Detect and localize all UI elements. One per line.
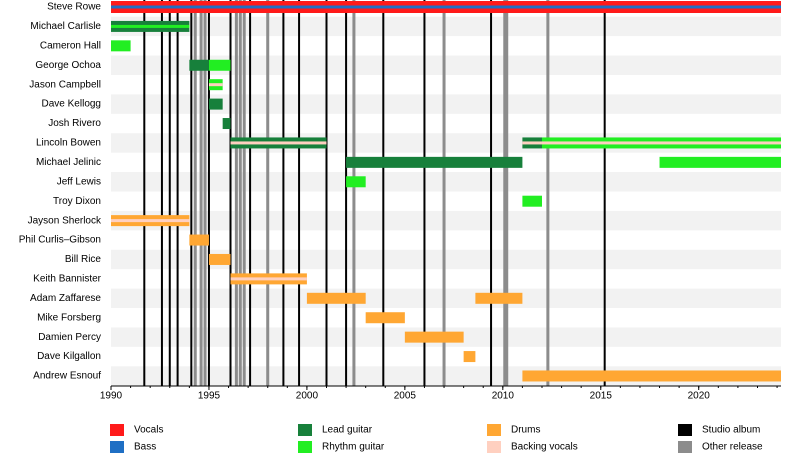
- x-tick-label: 1990: [100, 391, 123, 402]
- row-band: [111, 16, 781, 37]
- member-span: [522, 195, 542, 207]
- x-tick-label: 2015: [590, 391, 613, 402]
- member-label: Michael Jelinic: [36, 157, 101, 168]
- member-label: Jason Campbell: [29, 79, 101, 90]
- legend-swatch: [487, 424, 501, 436]
- member-label: Jayson Sherlock: [28, 215, 102, 226]
- legend-swatch: [298, 424, 312, 436]
- legend-label: Bass: [134, 442, 156, 453]
- legend-swatch: [298, 441, 312, 453]
- member-span: [222, 118, 231, 130]
- legend-label: Studio album: [702, 425, 760, 436]
- member-label: Steve Rowe: [47, 2, 101, 13]
- x-tick-label: 2020: [688, 391, 711, 402]
- member-label: Michael Carlisle: [30, 21, 101, 32]
- legend-label: Rhythm guitar: [322, 442, 385, 453]
- x-tick-label: 2010: [492, 391, 515, 402]
- row-band: [111, 55, 781, 75]
- span-stripe: [111, 24, 190, 28]
- member-span: [189, 234, 209, 246]
- row-band: [111, 172, 781, 192]
- member-label: Dave Kilgallon: [37, 351, 101, 362]
- member-span: [522, 370, 781, 382]
- legend-label: Backing vocals: [511, 442, 578, 453]
- span-stripe: [111, 5, 781, 9]
- x-tick-label: 1995: [198, 391, 221, 402]
- legend-swatch: [678, 441, 692, 453]
- row-band: [111, 288, 781, 309]
- span-stripe: [208, 83, 223, 87]
- member-span: [306, 292, 366, 304]
- row-band: [111, 249, 781, 270]
- member-label: George Ochoa: [35, 60, 101, 71]
- member-label: Dave Kellogg: [42, 99, 101, 110]
- member-label: Jeff Lewis: [57, 176, 101, 187]
- span-stripe: [522, 141, 542, 145]
- row-band: [111, 210, 781, 231]
- member-label: Adam Zaffarese: [30, 293, 101, 304]
- row-band: [111, 94, 781, 114]
- member-span: [346, 176, 366, 188]
- legend-label: Drums: [511, 425, 540, 436]
- span-stripe: [230, 277, 307, 281]
- member-label: Keith Bannister: [33, 274, 101, 285]
- member-label: Troy Dixon: [53, 196, 101, 207]
- span-stripe: [230, 141, 327, 145]
- legend-label: Vocals: [134, 425, 163, 436]
- span-stripe: [111, 219, 190, 223]
- member-span: [475, 292, 523, 304]
- member-label: Andrew Esnouf: [33, 371, 101, 382]
- legend-swatch: [678, 424, 692, 436]
- member-label: Damien Percy: [38, 332, 101, 343]
- member-label: Mike Forsberg: [37, 312, 101, 323]
- member-span: [659, 156, 781, 168]
- legend-swatch: [110, 441, 124, 453]
- legend-swatch: [487, 441, 501, 453]
- member-span: [365, 312, 405, 324]
- member-label: Bill Rice: [65, 254, 102, 265]
- legend-label: Lead guitar: [322, 425, 373, 436]
- legend-swatch: [110, 424, 124, 436]
- member-span: [208, 253, 231, 265]
- member-label: Phil Curlis–Gibson: [19, 235, 101, 246]
- member-span: [463, 351, 476, 363]
- span-stripe: [541, 141, 781, 145]
- member-span: [111, 40, 131, 52]
- member-label: Lincoln Bowen: [36, 138, 101, 149]
- member-label: Cameron Hall: [40, 40, 101, 51]
- member-span: [404, 331, 464, 343]
- member-span: [189, 59, 209, 71]
- member-span: [208, 98, 223, 110]
- legend-label: Other release: [702, 442, 763, 453]
- member-label: Josh Rivero: [48, 118, 101, 129]
- member-span: [208, 59, 231, 71]
- x-tick-label: 2000: [296, 391, 319, 402]
- x-tick-label: 2005: [394, 391, 417, 402]
- member-span: [346, 156, 523, 168]
